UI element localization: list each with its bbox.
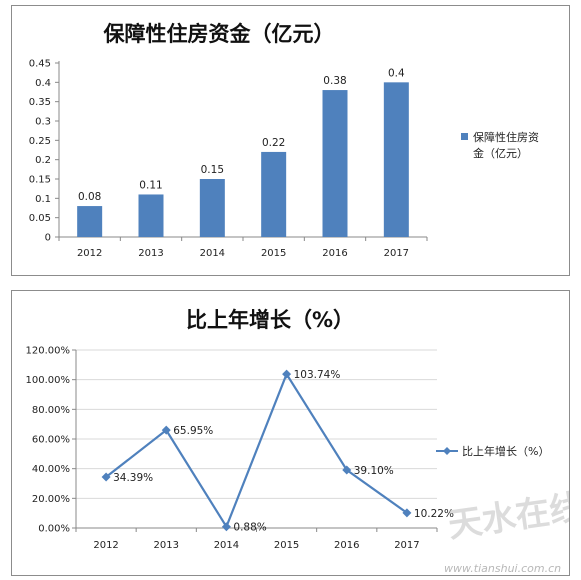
bar-chart: 保障性住房资金（亿元） 0 0.05 0.1 0.15 0.2 0.25 0.3 0.35 0.4… — [29, 22, 539, 259]
data-label: 39.10% — [354, 465, 394, 477]
data-label: 0.08 — [78, 191, 101, 203]
y-tick-label: 100.00% — [26, 375, 71, 386]
y-tick-label: 40.00% — [32, 464, 70, 475]
bar-2017 — [383, 82, 409, 237]
legend-label-line1: 保障性住房资 — [473, 130, 539, 144]
x-tick-label: 2014 — [200, 248, 225, 259]
x-tick-label: 2012 — [77, 248, 102, 259]
y-tick-label: 0.1 — [35, 194, 51, 205]
data-label: 0.4 — [388, 67, 405, 79]
y-tick-label: 0.3 — [35, 117, 51, 128]
bar-2016 — [322, 90, 348, 237]
point-2012 — [101, 472, 111, 482]
y-tick-label: 0.2 — [35, 155, 51, 166]
x-tick-label: 2014 — [214, 540, 239, 551]
legend-marker — [443, 447, 451, 455]
bar-chart-panel: 保障性住房资金（亿元） 0 0.05 0.1 0.15 0.2 0.25 0.3 0.35 0.4… — [11, 5, 570, 276]
point-2013 — [161, 425, 171, 435]
series-line — [105, 371, 408, 530]
y-tick-label: 0.35 — [29, 97, 51, 108]
y-tick-label: 20.00% — [32, 494, 70, 505]
watermark-url: www.tianshui.com.cn — [444, 562, 561, 575]
y-tick-label: 0.15 — [29, 175, 51, 186]
line-chart: 比上年增长（%） 0.00% 20.00% 40.00% 60.00% 80.00% 100… — [26, 308, 570, 575]
legend-label: 比上年增长（%） — [462, 444, 549, 458]
point-2016 — [342, 465, 352, 475]
x-tick-label: 2012 — [93, 540, 118, 551]
x-tick-label: 2015 — [274, 540, 299, 551]
y-tick-label: 0.05 — [29, 213, 51, 224]
y-tick-label: 0.00% — [38, 524, 70, 535]
point-2017 — [402, 508, 412, 518]
point-2014 — [221, 522, 231, 532]
data-label: 65.95% — [173, 425, 213, 437]
legend-swatch — [461, 133, 468, 140]
x-tick-label: 2013 — [154, 540, 179, 551]
legend-label-line2: 金（亿元） — [473, 146, 528, 160]
line-chart-panel: 比上年增长（%） 0.00% 20.00% 40.00% 60.00% 80.00% 100… — [11, 290, 570, 576]
y-tick-label: 60.00% — [32, 435, 70, 446]
chart-title: 保障性住房资金（亿元） — [103, 22, 335, 46]
data-label: 0.15 — [201, 164, 224, 176]
data-label: 34.39% — [113, 472, 153, 484]
bar-2012 — [77, 206, 103, 237]
y-tick-label: 0.25 — [29, 136, 51, 147]
y-tick-label: 0.45 — [29, 59, 51, 70]
y-tick-label: 80.00% — [32, 405, 70, 416]
x-tick-label: 2016 — [334, 540, 359, 551]
data-label: 0.22 — [262, 137, 285, 149]
bar-2014 — [199, 179, 225, 237]
y-tick-label: 120.00% — [26, 346, 71, 357]
chart-title: 比上年增长（%） — [186, 308, 354, 332]
data-label: 0.11 — [139, 179, 162, 191]
x-tick-label: 2017 — [384, 248, 409, 259]
bar-2013 — [138, 194, 164, 237]
x-tick-label: 2017 — [394, 540, 419, 551]
bar-2015 — [261, 151, 287, 237]
x-tick-label: 2015 — [261, 248, 286, 259]
y-tick-label: 0.4 — [35, 78, 51, 89]
y-tick-label: 0 — [45, 233, 51, 244]
data-label: 10.22% — [414, 508, 454, 520]
data-label: 0.38 — [323, 75, 346, 87]
x-tick-label: 2016 — [322, 248, 347, 259]
watermark-logo: 天水在线 — [446, 487, 569, 546]
point-2015 — [282, 369, 292, 379]
x-tick-label: 2013 — [138, 248, 163, 259]
data-label: 0.88% — [233, 522, 266, 534]
data-label: 103.74% — [294, 369, 341, 381]
